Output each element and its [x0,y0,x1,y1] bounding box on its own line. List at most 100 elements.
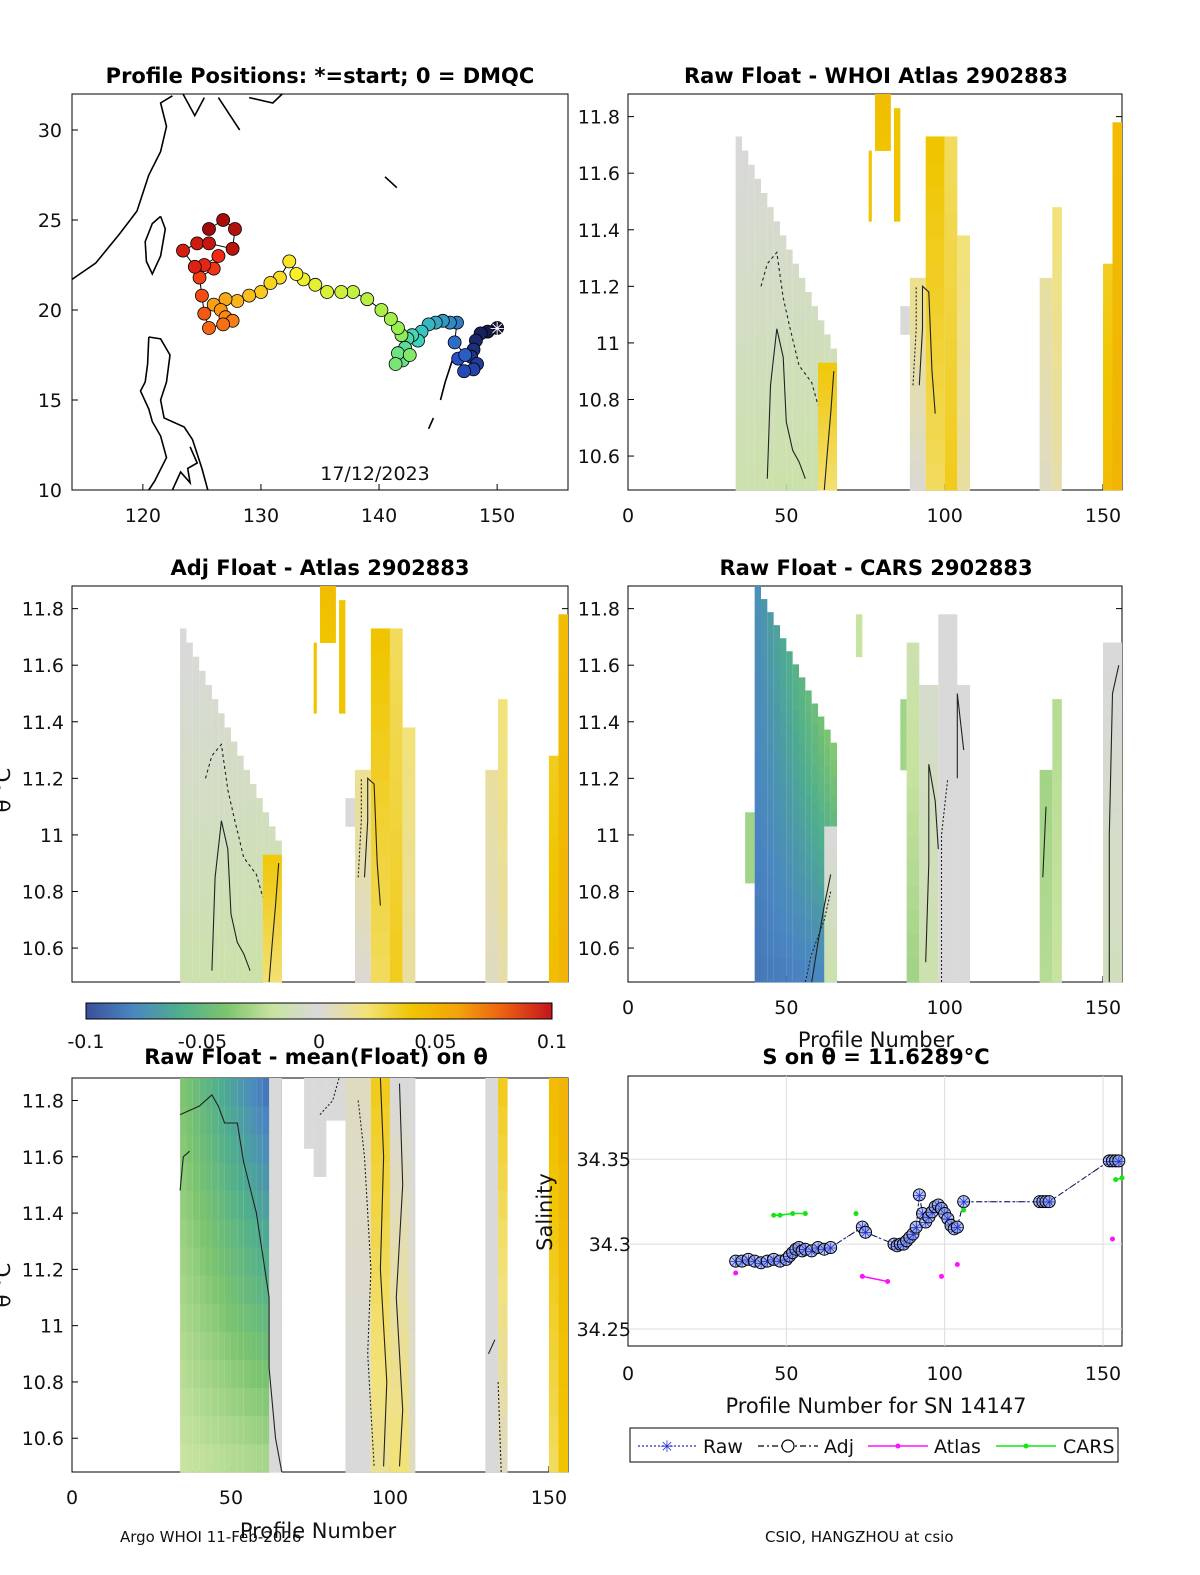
heatmap-cell [805,940,812,962]
heatmap-cell [1052,207,1062,228]
heatmap-cell [262,1134,270,1163]
heatmap-cell [1103,812,1122,837]
heatmap-cell [211,1134,219,1163]
heatmap-cell [938,850,958,878]
heatmap-cell [780,810,787,836]
heatmap-cell [868,165,872,172]
heatmap-cell [402,763,416,783]
heatmap-cell [824,859,837,872]
map-x-ticks: 120 130 140 150 [125,484,515,527]
heatmap-cell [199,870,206,894]
heatmap-cell [761,299,768,321]
heatmap-cell [269,1359,282,1388]
heatmap-cell [370,1078,390,1107]
heatmap-cell [944,414,958,440]
heatmap-cell [205,727,212,750]
heatmap-cell [224,763,231,783]
heatmap-cell [1039,921,1053,937]
colorbar-tick-label: 0.1 [537,1031,567,1053]
cars-point [771,1212,777,1218]
heatmap-cell [925,287,945,314]
heatmap-cell [856,650,863,655]
heatmap-cell [339,600,346,609]
heatmap-cell [402,909,416,928]
heatmap-cell [925,439,945,466]
heatmap-cell [498,1443,508,1473]
heatmap-cell [370,678,390,705]
heatmap-cell [192,1387,200,1417]
heatmap-cell [345,1190,371,1220]
heatmap-cell [243,1303,251,1332]
heatmap-cell [957,960,970,983]
heatmap-cell [754,289,761,313]
heatmap-cell [345,808,355,811]
heatmap-cell [1039,845,1053,862]
heatmap-cell [735,313,742,339]
heatmap-cell [919,960,939,983]
heatmap-cell [811,463,818,478]
heatmap-cell [1112,174,1122,202]
heatmap-cell [875,134,891,139]
heatmap-cell [205,1415,212,1445]
heatmap-cell [811,384,818,399]
heatmap-cell [186,1331,193,1360]
heatmap-cell [900,312,910,315]
heatmap-cell [818,716,825,736]
heatmap-cell [230,793,238,811]
heatmap-cell [186,1303,193,1332]
heatmap-cell [320,598,336,603]
heatmap-cell [224,1190,231,1220]
map-x-tick-label: 130 [243,505,279,527]
heatmap-cell [485,830,499,847]
atlas-series-line [862,1275,888,1283]
heatmap-cell [944,161,958,188]
heatmap-cell [485,1415,499,1445]
heatmap-cell [313,652,317,659]
heatmap-cell [498,941,508,963]
heatmap-cell [780,326,787,345]
heatmap-cell [735,287,742,314]
heatmap-cell [218,1331,225,1360]
heatmap-cell [262,972,282,983]
heatmap-cell [818,399,837,409]
heatmap-cell [243,1106,251,1135]
heatmap-cell [345,810,355,813]
heatmap-cell [192,726,200,751]
heatmap-cell [957,854,970,877]
heatmap-cell [875,138,891,143]
heatmap-cell [761,626,768,655]
heatmap-cell [735,338,742,365]
heatmap-cell [304,1143,314,1149]
heatmap-cell [761,899,768,928]
heatmap-cell [792,393,799,410]
heatmap-cell [218,1078,225,1107]
profile-position-marker [263,276,278,290]
cars-point [1113,1177,1119,1183]
heatmap-cell [1112,253,1122,281]
heatmap-cell [799,474,806,491]
heatmap-cell [786,438,793,457]
heatmap-cell [262,927,282,937]
heatmap-cell [919,875,939,898]
y-tick-label: 11 [596,333,620,355]
heatmap-cell [909,277,926,294]
heatmap-cell [313,1106,327,1114]
heatmap-cell [944,388,958,415]
heatmap-cell [754,784,761,813]
heatmap-cell [211,1218,219,1248]
heatmap-cell [957,235,970,255]
heatmap-cell [944,186,958,213]
heatmap-cell [1052,368,1062,390]
heatmap-cell [1103,739,1122,765]
heatmap-cell [304,1083,314,1089]
contour-line [379,1077,388,1467]
heatmap-cell [230,758,238,777]
heatmap-cell [313,682,317,689]
heatmap-cell [262,1218,270,1248]
heatmap-cell [767,929,774,956]
profile-position-marker [360,292,375,307]
heatmap-cell [906,885,920,910]
heatmap-cell [745,867,755,874]
heatmap-cell [811,723,818,744]
heatmap-cell [211,941,219,963]
